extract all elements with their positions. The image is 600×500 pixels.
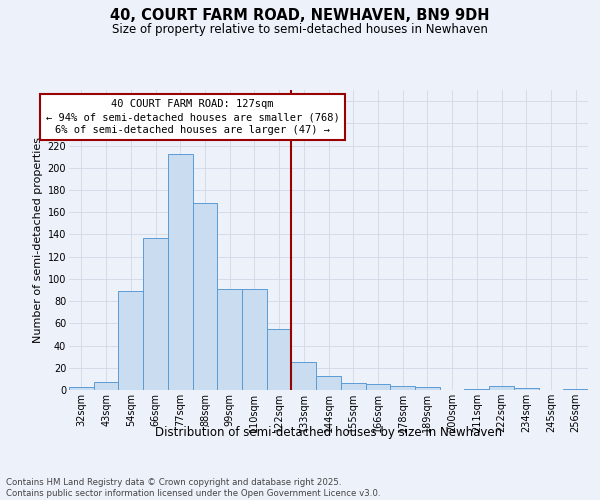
Bar (563, 389, 588, 390)
Text: 40, COURT FARM ROAD, NEWHAVEN, BN9 9DH: 40, COURT FARM ROAD, NEWHAVEN, BN9 9DH (110, 8, 490, 22)
Bar (464, 389, 489, 390)
Bar (94, 382, 118, 390)
Bar (489, 386, 514, 390)
Text: Size of property relative to semi-detached houses in Newhaven: Size of property relative to semi-detach… (112, 22, 488, 36)
Bar (267, 329, 292, 390)
Bar (242, 289, 267, 390)
Bar (118, 291, 143, 390)
Bar (365, 384, 390, 390)
Text: Contains HM Land Registry data © Crown copyright and database right 2025.
Contai: Contains HM Land Registry data © Crown c… (6, 478, 380, 498)
Bar (168, 154, 193, 390)
Bar (514, 388, 539, 390)
Bar (143, 238, 168, 390)
Bar (292, 362, 316, 390)
Bar (390, 386, 415, 390)
Text: 40 COURT FARM ROAD: 127sqm
← 94% of semi-detached houses are smaller (768)
6% of: 40 COURT FARM ROAD: 127sqm ← 94% of semi… (46, 99, 340, 136)
Bar (341, 384, 365, 390)
Bar (69, 386, 94, 390)
Bar (316, 376, 341, 390)
Y-axis label: Number of semi-detached properties: Number of semi-detached properties (34, 137, 43, 343)
Text: Distribution of semi-detached houses by size in Newhaven: Distribution of semi-detached houses by … (155, 426, 502, 439)
Bar (415, 386, 440, 390)
Bar (217, 289, 242, 390)
Bar (193, 204, 217, 390)
